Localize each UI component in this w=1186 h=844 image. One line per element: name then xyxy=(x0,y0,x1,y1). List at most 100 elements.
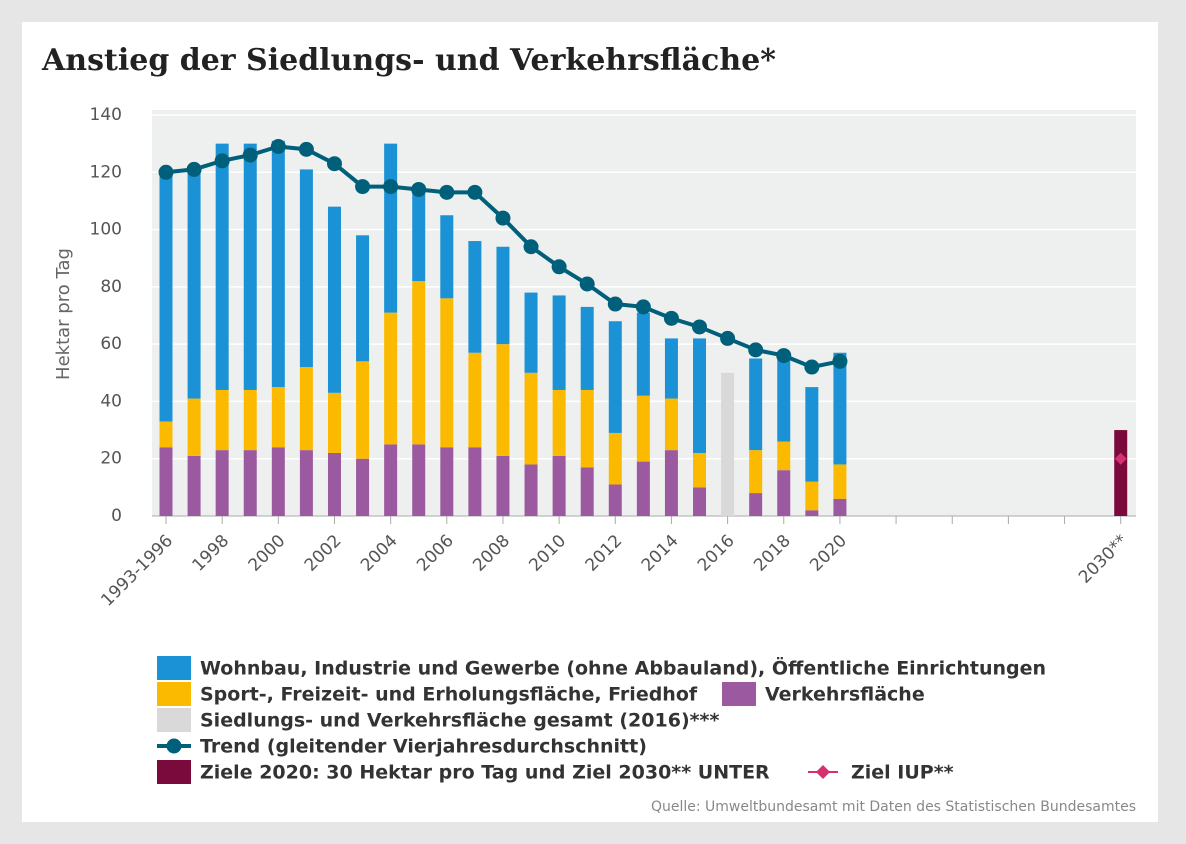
bar xyxy=(243,389,257,451)
bar xyxy=(552,389,566,456)
legend-label: Trend (gleitender Vierjahresdurchschnitt… xyxy=(200,736,647,758)
legend-swatch xyxy=(166,738,182,754)
trend-point xyxy=(832,353,848,369)
bar xyxy=(468,352,482,448)
bar xyxy=(749,450,763,494)
bar xyxy=(243,143,257,390)
bar xyxy=(552,455,566,516)
trend-point xyxy=(411,181,427,197)
trend-point xyxy=(495,210,511,226)
bar xyxy=(299,169,313,368)
bar xyxy=(271,387,285,448)
bar xyxy=(749,493,763,516)
trend-point xyxy=(607,296,623,312)
bar xyxy=(356,458,370,516)
bar xyxy=(636,312,650,396)
trend-point xyxy=(270,139,286,155)
bar xyxy=(327,452,341,516)
bar xyxy=(271,447,285,516)
y-tick-label: 0 xyxy=(111,506,122,526)
bar xyxy=(496,455,510,516)
bar xyxy=(664,450,678,516)
trend-point xyxy=(242,147,258,163)
bar xyxy=(749,358,763,451)
bar xyxy=(524,464,538,516)
bar xyxy=(384,312,398,445)
bar xyxy=(243,450,257,516)
bar xyxy=(777,441,791,471)
trend-point xyxy=(298,141,314,157)
bar xyxy=(496,344,510,456)
bar xyxy=(187,398,201,456)
y-tick-label: 100 xyxy=(90,220,122,240)
bar xyxy=(524,372,538,465)
y-tick-label: 140 xyxy=(90,105,122,125)
trend-point xyxy=(663,310,679,326)
bar xyxy=(159,447,173,516)
trend-point xyxy=(383,179,399,195)
bar xyxy=(693,487,707,516)
bar xyxy=(440,298,454,448)
bar xyxy=(552,295,566,390)
trend-point xyxy=(804,359,820,375)
y-tick-label: 60 xyxy=(100,334,122,354)
y-tick-label: 80 xyxy=(100,277,122,297)
legend-label: Wohnbau, Industrie und Gewerbe (ohne Abb… xyxy=(200,656,1046,680)
legend-label: Siedlungs- und Verkehrsfläche gesamt (20… xyxy=(200,710,719,732)
bar xyxy=(384,143,398,313)
bar xyxy=(412,444,426,516)
trend-point xyxy=(355,179,371,195)
trend-point xyxy=(692,319,708,335)
legend-label: Verkehrsfläche xyxy=(765,684,925,706)
bar xyxy=(327,392,341,453)
source: Quelle: Umweltbundesamt mit Daten des St… xyxy=(651,799,1136,815)
bar xyxy=(833,352,847,465)
trend-point xyxy=(635,299,651,315)
bar xyxy=(664,398,678,451)
bar xyxy=(187,455,201,516)
trend-point xyxy=(748,342,764,358)
trend-point xyxy=(579,276,595,292)
bar xyxy=(524,292,538,373)
bar xyxy=(440,215,454,299)
trend-point xyxy=(523,239,539,255)
bar xyxy=(777,470,791,516)
bar xyxy=(440,447,454,516)
bar xyxy=(412,189,426,282)
legend-label: Ziel IUP** xyxy=(851,762,954,784)
bar xyxy=(777,355,791,442)
bar xyxy=(833,464,847,499)
trend-point xyxy=(186,161,202,177)
y-tick-label: 20 xyxy=(100,449,122,469)
bar xyxy=(496,246,510,345)
y-tick-label: 120 xyxy=(90,162,122,182)
legend-swatch xyxy=(722,682,756,706)
bar xyxy=(159,172,173,422)
bar xyxy=(468,447,482,516)
bar xyxy=(608,432,622,485)
bar xyxy=(384,444,398,516)
chart-title: Anstieg der Siedlungs- und Verkehrsfläch… xyxy=(41,43,776,78)
bar xyxy=(833,498,847,516)
bar xyxy=(580,389,594,468)
legend-swatch xyxy=(157,656,191,680)
bar xyxy=(721,372,735,516)
trend-point xyxy=(439,184,455,200)
bar xyxy=(580,467,594,516)
y-axis-label: Hektar pro Tag xyxy=(53,248,74,380)
bar xyxy=(608,484,622,516)
bar xyxy=(215,450,229,516)
bar xyxy=(215,389,229,451)
bar xyxy=(636,461,650,516)
bar xyxy=(608,321,622,433)
bar xyxy=(271,140,285,388)
trend-point xyxy=(720,330,736,346)
trend-point xyxy=(214,153,230,169)
bar xyxy=(693,338,707,453)
bar xyxy=(468,241,482,353)
bar xyxy=(580,306,594,390)
bar xyxy=(299,367,313,451)
trend-point xyxy=(551,259,567,275)
trend-point xyxy=(776,348,792,364)
